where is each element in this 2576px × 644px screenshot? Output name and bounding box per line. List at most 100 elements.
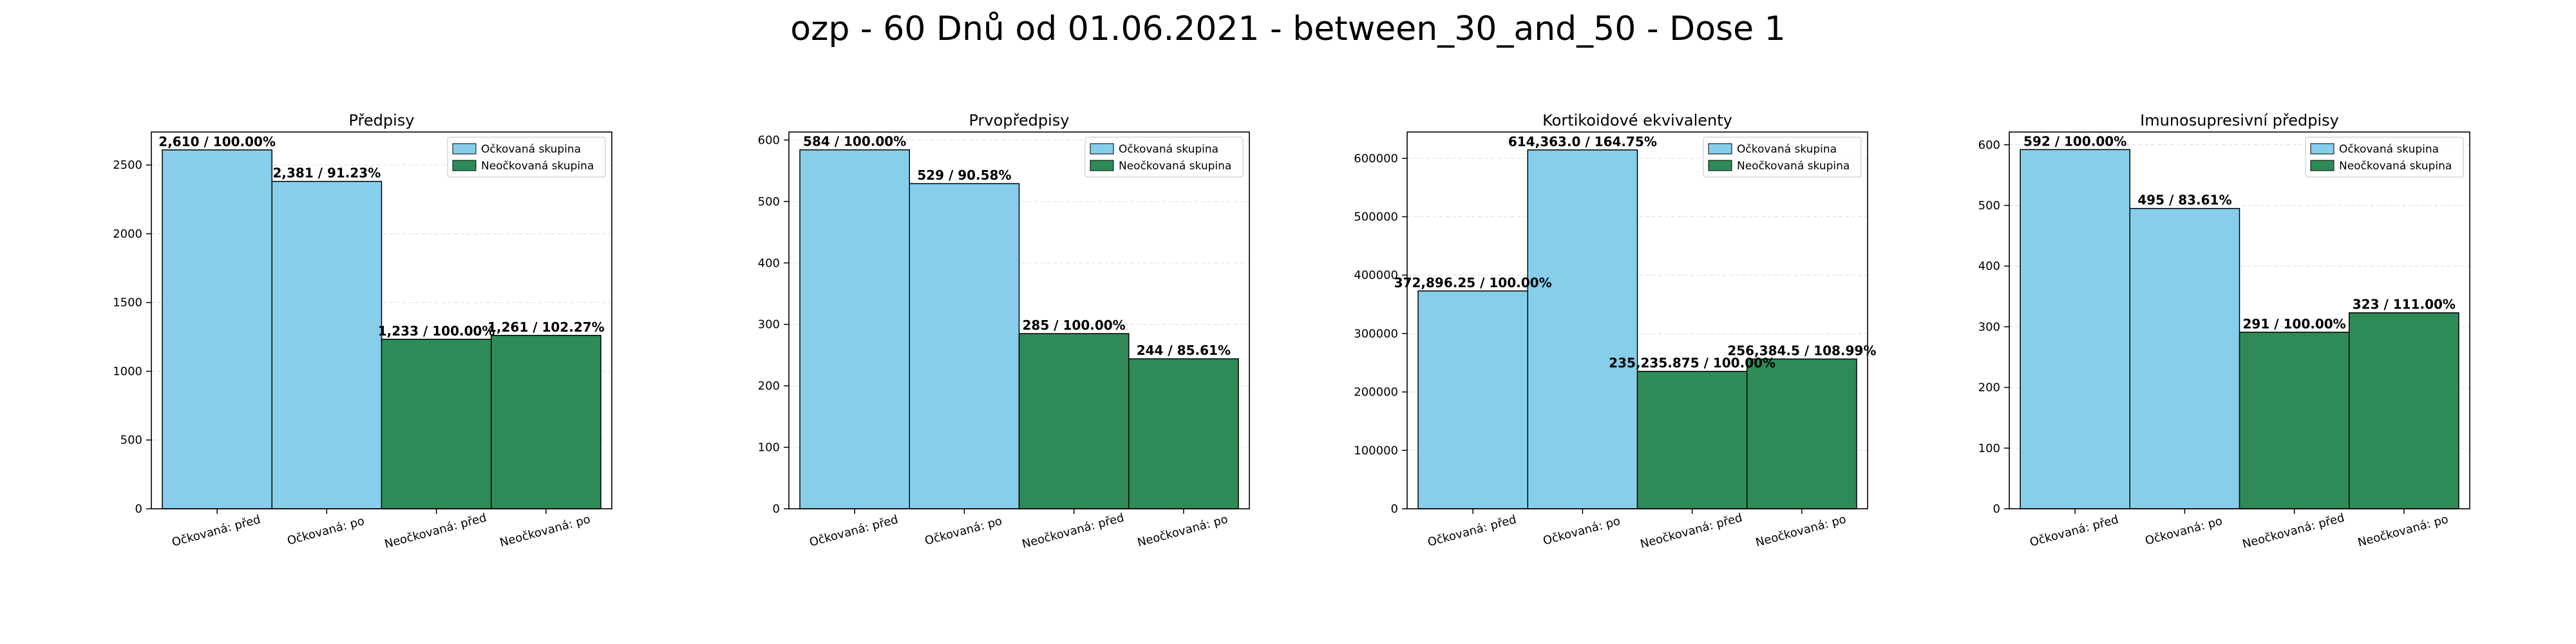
y-tick-label: 0 xyxy=(773,502,780,516)
bar-value-label: 372,896.25 / 100.00% xyxy=(1394,275,1552,290)
x-tick-label: Neočkovaná: před xyxy=(1021,511,1126,551)
bar-value-label: 614,363.0 / 164.75% xyxy=(1508,134,1657,149)
y-tick-label: 300000 xyxy=(1354,327,1398,341)
bar xyxy=(1128,358,1239,509)
bar-value-label: 495 / 83.61% xyxy=(2137,193,2231,208)
bar xyxy=(1636,370,1748,509)
y-tick-label: 2000 xyxy=(113,227,142,241)
x-tick-label: Neočkovaná: před xyxy=(383,511,488,551)
y-tick-label: 0 xyxy=(1993,502,2000,516)
bar xyxy=(799,149,911,509)
bar xyxy=(909,183,1020,509)
y-tick-label: 600 xyxy=(1978,138,2000,152)
legend-label: Neočkovaná skupina xyxy=(481,160,594,173)
bar xyxy=(2129,207,2240,509)
bar-value-label: 291 / 100.00% xyxy=(2243,316,2346,332)
bar-value-label: 592 / 100.00% xyxy=(2023,133,2126,149)
chart-panel: 0 100 200 300 400 500 600 Očkovaná: před Očkovan… xyxy=(758,111,1250,551)
bar-value-label: 323 / 111.00% xyxy=(2353,297,2456,312)
legend-label: Neočkovaná skupina xyxy=(2339,160,2452,173)
bar-value-label: 2,610 / 100.00% xyxy=(158,134,276,149)
bar xyxy=(2239,332,2350,509)
y-tick-label: 1500 xyxy=(113,296,142,310)
chart-title: Prvopředpisy xyxy=(969,111,1070,129)
bar xyxy=(490,335,601,509)
y-tick-label: 200 xyxy=(758,379,780,393)
figure-title: ozp - 60 Dnů od 01.06.2021 - between_30_… xyxy=(790,10,1786,48)
y-tick-label: 300 xyxy=(758,318,780,332)
legend-swatch xyxy=(452,143,477,155)
y-tick-label: 400 xyxy=(758,256,780,270)
y-tick-label: 200000 xyxy=(1354,386,1398,399)
chart-title: Kortikoidové ekvivalenty xyxy=(1542,111,1732,129)
chart-panel: 0 100000 200000 300000 400000 500000 600000 Očk… xyxy=(1354,111,1876,551)
legend-box xyxy=(1703,137,1862,178)
legend-swatch xyxy=(1090,143,1114,155)
x-tick-label: Neočkovaná: před xyxy=(1639,511,1744,551)
bar xyxy=(271,180,383,509)
legend-label: Očkovaná skupina xyxy=(2339,143,2439,156)
legend-box xyxy=(2305,137,2464,178)
y-tick-label: 0 xyxy=(1391,502,1398,516)
bar xyxy=(1018,333,1130,509)
legend-swatch xyxy=(1708,160,1732,171)
bar xyxy=(162,149,273,509)
x-tick-label: Očkovaná: po xyxy=(1542,515,1622,548)
y-tick-label: 2500 xyxy=(113,158,142,172)
y-tick-label: 500 xyxy=(758,195,780,209)
x-tick-label: Očkovaná: po xyxy=(2144,515,2224,548)
legend-label: Očkovaná skupina xyxy=(1737,143,1837,156)
bar-value-label: 235,235.875 / 100.00% xyxy=(1609,355,1776,371)
x-tick-label: Očkovaná: před xyxy=(1426,513,1518,549)
bar-value-label: 244 / 85.61% xyxy=(1137,343,1231,358)
bar xyxy=(1527,149,1638,509)
x-tick-label: Očkovaná: po xyxy=(923,515,1003,548)
y-tick-label: 600 xyxy=(758,133,780,147)
legend-label: Očkovaná skupina xyxy=(481,143,581,156)
chart-title: Předpisy xyxy=(349,111,415,129)
y-tick-label: 1000 xyxy=(113,365,142,378)
chart-title: Imunosupresivní předpisy xyxy=(2140,111,2339,129)
bar xyxy=(2020,149,2131,509)
y-tick-label: 200 xyxy=(1978,381,2000,395)
legend-swatch xyxy=(1090,160,1114,171)
bar-value-label: 529 / 90.58% xyxy=(917,167,1011,183)
y-tick-label: 600000 xyxy=(1354,152,1398,166)
bar-value-label: 1,233 / 100.00% xyxy=(378,323,495,339)
axes-frame xyxy=(151,131,612,509)
bar xyxy=(381,339,492,509)
x-tick-label: Neočkovaná: po xyxy=(1754,513,1848,550)
y-tick-label: 500000 xyxy=(1354,211,1398,224)
y-tick-label: 100000 xyxy=(1354,444,1398,457)
bar-value-label: 2,381 / 91.23% xyxy=(272,166,381,181)
x-tick-label: Očkovaná: po xyxy=(286,515,366,548)
legend-swatch xyxy=(2310,143,2334,155)
legend-label: Neočkovaná skupina xyxy=(1737,160,1850,173)
legend-swatch xyxy=(1708,143,1732,155)
chart-panel: 0 500 1000 1500 2000 2500 Očkovaná: před Očkova… xyxy=(113,111,612,551)
legend-label: Neočkovaná skupina xyxy=(1119,160,1231,173)
x-tick-label: Očkovaná: před xyxy=(171,513,262,549)
y-tick-label: 100 xyxy=(758,441,780,455)
y-tick-label: 100 xyxy=(1978,442,2000,455)
axes-frame xyxy=(2009,131,2470,509)
x-tick-label: Očkovaná: před xyxy=(808,513,900,549)
bar xyxy=(1417,290,1529,509)
bar xyxy=(2348,312,2459,509)
legend-label: Očkovaná skupina xyxy=(1119,143,1218,156)
bar-value-label: 1,261 / 102.27% xyxy=(488,319,605,335)
axes-frame xyxy=(1406,131,1868,509)
y-tick-label: 400 xyxy=(1978,260,2000,273)
legend-swatch xyxy=(2310,160,2334,171)
y-tick-label: 500 xyxy=(1978,199,2000,213)
x-tick-label: Neočkovaná: po xyxy=(1136,513,1229,550)
chart-panel: 0 100 200 300 400 500 600 Očkovaná: před Očkovan… xyxy=(1978,111,2470,551)
legend-box xyxy=(447,137,606,178)
bar xyxy=(1746,358,1857,509)
y-tick-label: 500 xyxy=(120,433,142,447)
y-tick-label: 400000 xyxy=(1354,269,1398,282)
legend-box xyxy=(1084,137,1244,178)
y-tick-label: 0 xyxy=(135,502,142,516)
legend-swatch xyxy=(452,160,477,171)
y-tick-label: 300 xyxy=(1978,320,2000,334)
